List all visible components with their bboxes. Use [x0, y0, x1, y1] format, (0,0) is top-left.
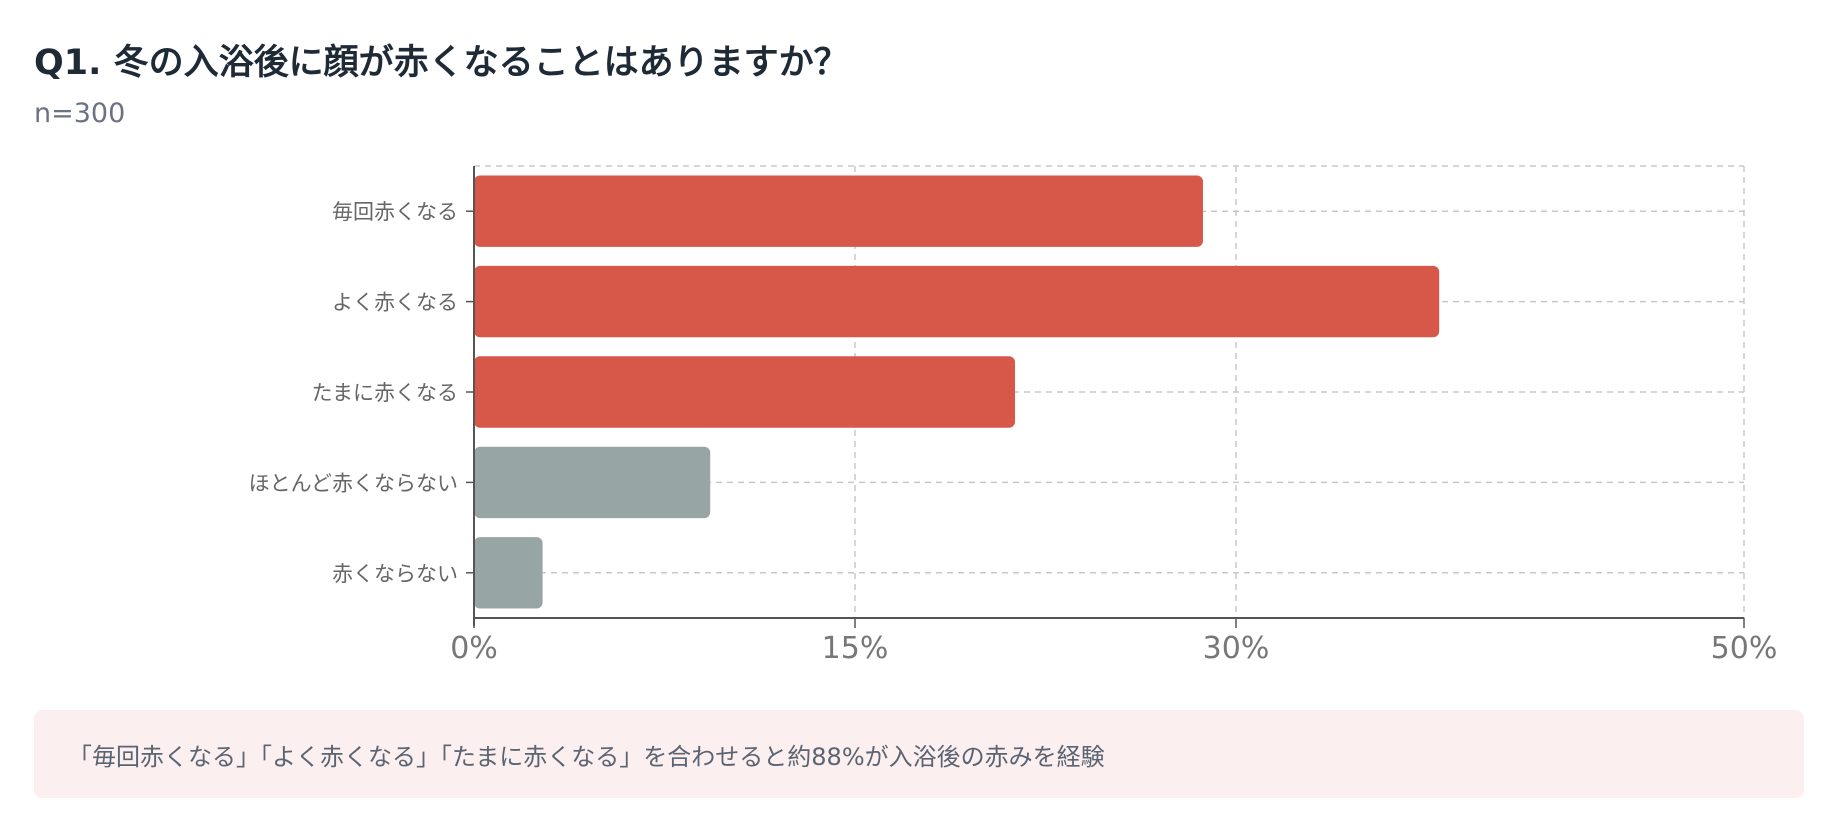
summary-note: 「毎回赤くなる」「よく赤くなる」「たまに赤くなる」を合わせると約88%が入浴後の…: [34, 710, 1804, 798]
y-tick-label: 毎回赤くなる: [332, 200, 458, 224]
x-tick-label: 0%: [450, 631, 498, 666]
y-tick-label: よく赤くなる: [332, 291, 458, 315]
chart-title: Q1. 冬の入浴後に顔が赤くなることはありますか？: [34, 43, 849, 83]
bar: [474, 265, 1440, 338]
y-tick-label: たまに赤くなる: [312, 381, 458, 405]
bar: [474, 356, 1016, 428]
y-tick-label: ほとんど赤くならない: [249, 471, 458, 495]
bar: [474, 175, 1203, 247]
bar: [474, 446, 711, 519]
y-tick-label: 赤くならない: [332, 562, 458, 586]
sample-size: n=300: [34, 98, 126, 129]
bar: [474, 537, 543, 609]
x-tick-label: 30%: [1203, 631, 1270, 666]
x-tick-label: 50%: [1711, 631, 1778, 666]
summary-note-text: 「毎回赤くなる」「よく赤くなる」「たまに赤くなる」を合わせると約88%が入浴後の…: [68, 742, 1105, 771]
bars: [474, 175, 1440, 609]
x-tick-label: 15%: [822, 631, 889, 666]
